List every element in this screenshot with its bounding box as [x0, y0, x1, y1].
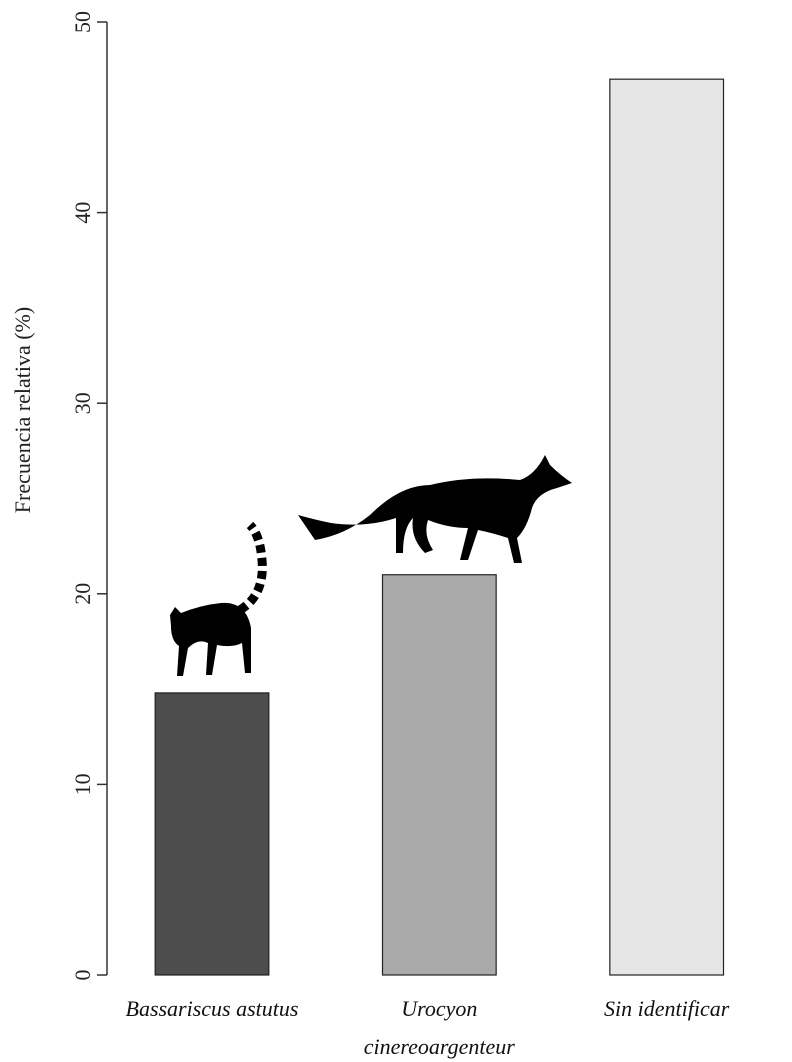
- y-tick-label: 10: [70, 773, 95, 795]
- y-axis-label: Frecuencia relativa (%): [10, 307, 35, 513]
- x-tick-label: Urocyon cinereoargenteur: [363, 996, 515, 1059]
- x-tick-label: Sin identificar: [604, 996, 730, 1021]
- bar: [609, 78, 725, 976]
- bar: [381, 574, 497, 976]
- y-tick-label: 40: [70, 202, 95, 224]
- y-tick-label: 20: [70, 583, 95, 605]
- bar: [154, 692, 270, 976]
- fox-silhouette: [298, 455, 572, 563]
- y-tick-label: 50: [70, 11, 95, 33]
- cat-silhouette: [170, 521, 267, 676]
- x-tick-label: Bassariscus astutus: [125, 996, 299, 1021]
- y-tick-label: 0: [70, 970, 95, 981]
- y-tick-label: 30: [70, 392, 95, 414]
